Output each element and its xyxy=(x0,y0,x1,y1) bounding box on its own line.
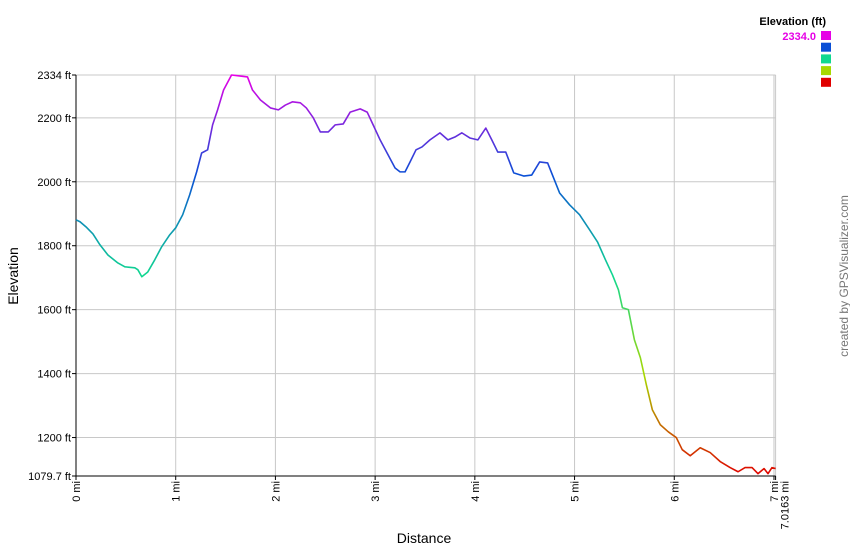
watermark: created by GPSVisualizer.com xyxy=(837,195,850,357)
elevation-line xyxy=(75,74,776,475)
legend-label: 2334.0 xyxy=(782,31,816,43)
y-tick-label: 2200 ft xyxy=(37,113,71,125)
x-tick-label: 6 mi xyxy=(669,481,681,502)
legend-swatch xyxy=(821,31,831,40)
y-axis-title: Elevation xyxy=(5,247,21,305)
legend-swatch xyxy=(821,66,831,76)
y-tick-label: 1600 ft xyxy=(37,305,71,317)
y-tick-label: 1800 ft xyxy=(37,241,71,253)
y-tick-label: 2000 ft xyxy=(37,177,71,189)
y-tick-label: 1400 ft xyxy=(37,369,71,381)
x-axis-title: Distance xyxy=(397,530,452,546)
x-tick-label: 3 mi xyxy=(370,481,382,502)
y-tick-label: 2334 ft xyxy=(37,70,71,82)
x-tick-label: 5 mi xyxy=(570,481,582,502)
x-tick-label: 4 mi xyxy=(470,481,482,502)
legend-swatch xyxy=(821,77,831,87)
legend-swatch xyxy=(821,42,831,52)
x-tick-label: 7.0163 mi xyxy=(780,481,792,529)
y-tick-label: 1079.7 ft xyxy=(28,471,71,483)
x-tick-label: 2 mi xyxy=(270,481,282,502)
y-tick-label: 1200 ft xyxy=(37,433,71,445)
x-tick-label: 1 mi xyxy=(171,481,183,502)
legend-swatch xyxy=(821,54,831,64)
legend-title: Elevation (ft) xyxy=(759,16,826,28)
x-tick-label: 0 mi xyxy=(71,481,83,502)
x-tick-label: 7 mi xyxy=(769,481,781,502)
